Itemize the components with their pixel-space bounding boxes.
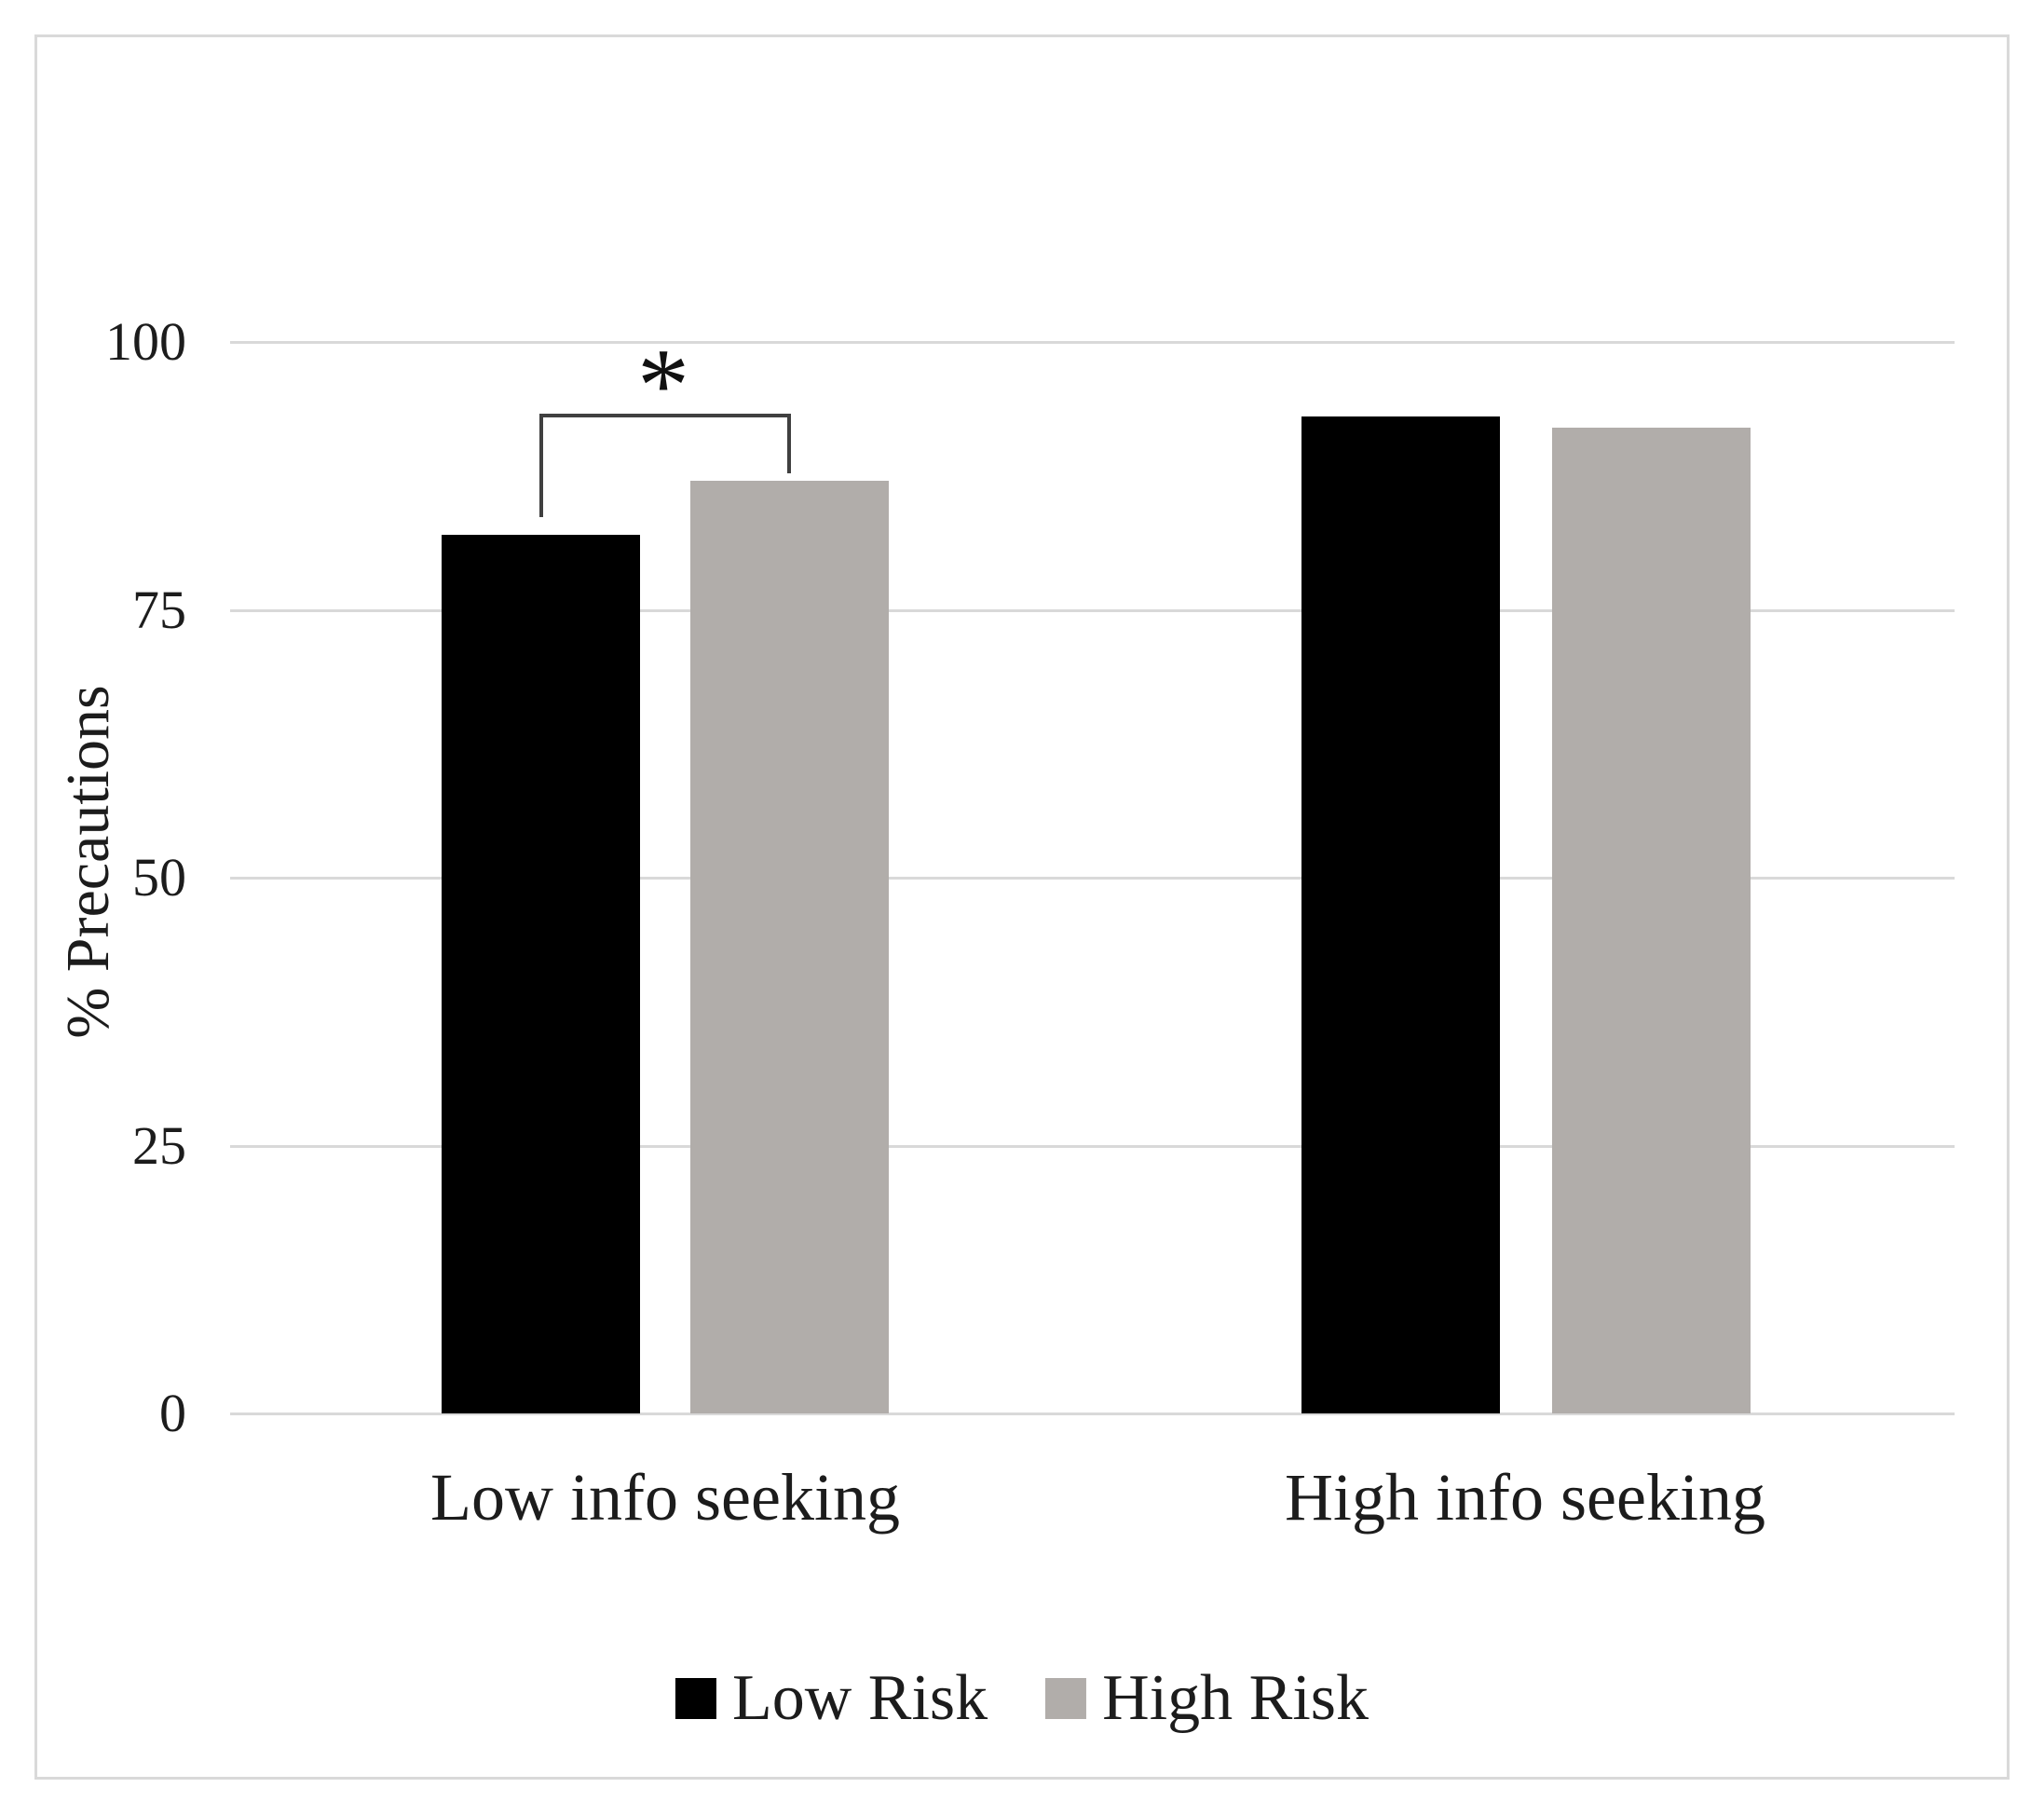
legend-swatch-high-risk [1045, 1678, 1087, 1719]
y-axis-tick-label-75: 75 [132, 579, 186, 640]
significance-bracket-right-leg [787, 414, 791, 473]
gridline-0 [230, 1412, 1955, 1415]
y-axis-tick-label-25: 25 [132, 1114, 186, 1176]
bar-low-risk-low-info-seeking [442, 535, 640, 1413]
legend-label-high-risk: High Risk [1102, 1662, 1369, 1734]
gridline-50 [230, 877, 1955, 880]
y-axis-tick-label-50: 50 [132, 847, 186, 908]
legend: Low Risk High Risk [675, 1658, 1369, 1739]
y-axis-tick-label-100: 100 [105, 311, 186, 372]
y-axis-tick-label-0: 0 [159, 1383, 186, 1443]
legend-item-low-risk: Low Risk [675, 1658, 988, 1739]
y-axis-title: % Precautions [54, 685, 122, 1039]
legend-swatch-low-risk [675, 1678, 716, 1719]
gridline-100 [230, 341, 1955, 344]
gridline-25 [230, 1144, 1955, 1148]
x-category-label-low-info-seeking: Low info seeking [430, 1460, 900, 1535]
bar-low-risk-high-info-seeking [1301, 416, 1500, 1413]
x-category-label-high-info-seeking: High info seeking [1285, 1460, 1765, 1535]
significance-bracket-horizontal [539, 414, 791, 417]
legend-label-low-risk: Low Risk [731, 1662, 988, 1734]
significance-asterisk: * [637, 328, 689, 444]
legend-item-high-risk: High Risk [1045, 1658, 1369, 1739]
bar-high-risk-low-info-seeking [690, 481, 889, 1413]
bar-high-risk-high-info-seeking [1552, 428, 1751, 1413]
gridline-75 [230, 608, 1955, 612]
significance-bracket-left-leg [539, 414, 543, 517]
